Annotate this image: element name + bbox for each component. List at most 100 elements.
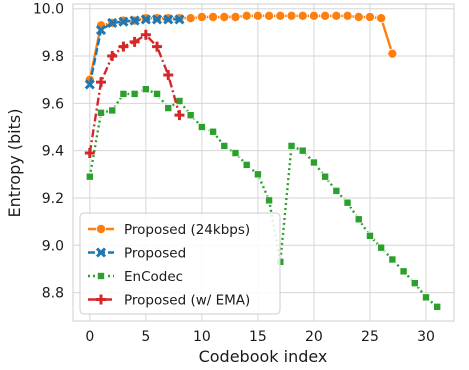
data-point [130,89,139,98]
data-point [376,13,387,24]
data-point [118,41,129,52]
data-point [399,267,408,276]
data-point [387,48,398,59]
legend-swatch-marker [97,271,106,280]
data-point [153,89,162,98]
data-point [140,14,151,25]
data-point [321,172,330,181]
data-point [141,85,150,94]
data-point [185,13,196,24]
y-tick-label: 10.0 [33,2,64,18]
data-point [388,255,397,264]
y-tick-label: 9.0 [42,238,64,254]
data-point [287,141,296,150]
data-point [242,160,251,169]
data-point [96,77,107,88]
series-line [88,33,181,154]
legend-swatch-marker [96,294,106,305]
data-point [97,108,106,117]
data-point [433,302,442,311]
plot-series [84,10,442,311]
data-point [118,16,129,27]
x-tick-label: 0 [85,329,94,345]
legend-item: Proposed (24kbps) [88,222,250,238]
data-point [95,24,107,36]
legend-label: Proposed (w/ EMA) [124,293,250,309]
data-point [286,10,297,21]
data-point [231,149,240,158]
data-point [241,10,252,21]
data-point [331,10,342,21]
data-point [129,15,140,26]
data-point [320,10,331,21]
data-point [298,146,307,155]
legend-box [79,212,281,315]
data-point [343,198,352,207]
x-tick-label: 15 [249,329,267,345]
data-point [107,51,118,62]
legend-label: Proposed [124,246,186,262]
data-point [163,69,174,80]
y-axis-label: Entropy (bits) [5,109,24,218]
y-tick-label: 9.4 [42,144,64,160]
data-point [253,170,262,179]
legend-item: EnCodec [88,269,183,285]
data-point [85,172,94,181]
data-point [129,36,140,47]
series-proposed [84,14,185,90]
x-tick-label: 25 [361,329,379,345]
data-point [219,12,230,23]
x-tick-label: 10 [193,329,211,345]
data-point [308,10,319,21]
data-point [309,158,318,167]
data-point [119,89,128,98]
data-point [151,14,163,25]
x-tick-label: 30 [417,329,435,345]
data-point [410,279,419,288]
y-tick-label: 9.6 [42,96,64,112]
data-point [140,29,151,40]
plot-frame [72,3,455,322]
series-proposed-w-ema [84,29,185,159]
series-encodec [85,85,442,311]
data-point [84,79,95,90]
data-point [220,141,229,150]
data-point [107,17,118,28]
y-tick-label: 9.2 [42,191,64,207]
data-point [208,12,219,23]
data-point [186,111,195,120]
data-point [265,196,274,205]
data-point [364,12,375,23]
legend-label: Proposed (24kbps) [124,222,250,238]
data-point [354,215,363,224]
data-point [353,12,364,23]
tick-labels: 0 5 10 15 20 25 30 8.8 9.0 9.2 9.4 9.6 9.8 10.0 [33,2,435,345]
data-point [197,123,206,132]
data-point [175,96,184,105]
data-point [252,10,263,21]
legend-swatch-marker [96,223,107,234]
legend-item: Proposed (w/ EMA) [88,293,250,309]
x-tick-label: 20 [305,329,323,345]
data-point [174,110,185,121]
x-tick-label: 5 [141,329,150,345]
data-point [342,10,353,21]
series-line [88,14,394,80]
data-point [297,10,308,21]
legend: Proposed (24kbps) Proposed EnCodec Proposed… [79,212,281,315]
data-point [275,10,286,21]
data-point [332,186,341,195]
data-point [174,14,185,25]
legend-swatch-marker [95,247,107,258]
data-point [377,243,386,252]
data-point [84,148,95,159]
data-point [264,10,275,21]
data-point [164,104,173,113]
x-axis-label: Codebook index [199,347,328,366]
data-point [196,12,207,23]
data-point [421,293,430,302]
data-point [163,14,174,25]
y-tick-label: 9.8 [42,49,64,65]
data-point [365,231,374,240]
